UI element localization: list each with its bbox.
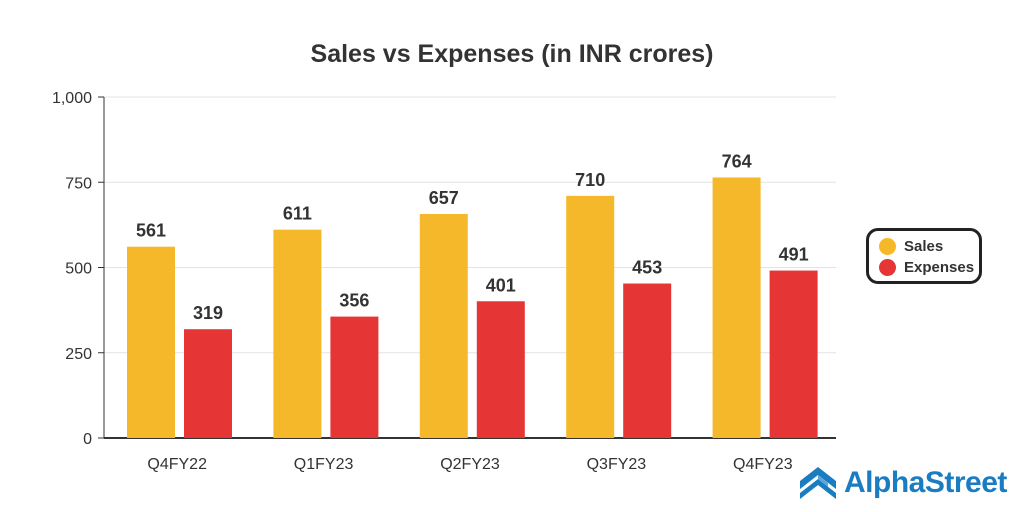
expenses-swatch [879,259,896,276]
alphastreet-logo: AlphaStreet [798,465,1007,501]
data-label: 710 [575,170,605,190]
bar-expenses [330,316,379,438]
data-label: 491 [779,245,809,265]
legend-item-expenses: Expenses [879,257,979,278]
data-label: 453 [632,258,662,278]
y-tick-label: 750 [65,175,92,192]
logo-text: AlphaStreet [844,466,1007,499]
y-tick-label: 500 [65,261,92,278]
bar-expenses [184,329,232,438]
legend-item-sales: Sales [879,236,979,257]
bar-sales [566,195,615,438]
bar-sales [712,177,761,438]
x-tick-label: Q2FY23 [440,456,500,473]
bar-sales [273,229,322,438]
legend: Sales Expenses [866,228,982,284]
y-tick-label: 0 [83,431,92,448]
y-tick-label: 1,000 [52,90,92,107]
bar-sales [127,246,175,438]
legend-label: Expenses [904,259,975,276]
data-label: 764 [722,151,752,171]
chart-title: Sales vs Expenses (in INR crores) [311,40,714,68]
data-label: 319 [193,303,223,323]
bar-expenses [623,283,672,438]
x-tick-label: Q3FY23 [587,456,647,473]
data-label: 561 [136,221,166,241]
logo-chevron-icon [800,467,836,499]
y-tick-label: 250 [65,346,92,363]
data-label: 611 [283,204,312,224]
data-label: 401 [486,275,516,295]
x-tick-label: Q4FY23 [733,456,793,473]
legend-label: Sales [904,238,944,255]
data-label: 657 [429,188,459,208]
sales-swatch [879,238,896,255]
bar-expenses [476,301,525,438]
x-tick-label: Q1FY23 [294,456,354,473]
x-tick-label: Q4FY22 [147,456,207,473]
data-label: 356 [339,291,369,311]
bar-expenses [769,270,818,438]
bar-sales [419,213,468,438]
